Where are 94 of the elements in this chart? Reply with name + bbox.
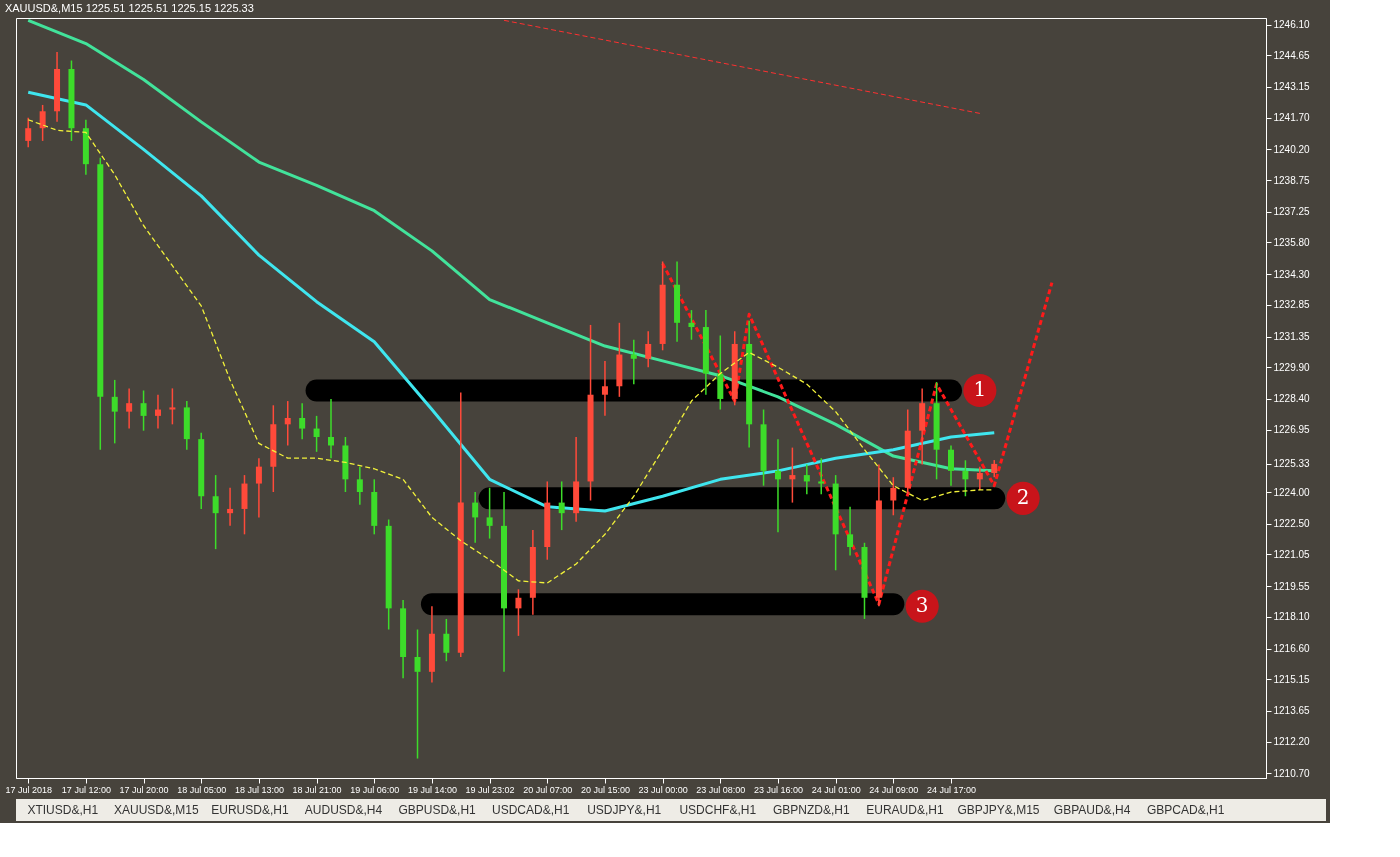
- text: GBPJPY&,M15: [957, 803, 1040, 817]
- y-tick-label: 1243.15: [1273, 81, 1311, 93]
- series-label: 2: [1016, 485, 1030, 510]
- y-tick-label: 1215.15: [1273, 673, 1311, 685]
- y-tick-label: 1226.95: [1273, 424, 1311, 436]
- x-tick-label: 24 Jul 09:00: [869, 784, 919, 795]
- x-tick-label: 23 Jul 00:00: [638, 784, 688, 795]
- y-tick-label: 1240.20: [1273, 143, 1311, 155]
- x-tick-label: 17 Jul 20:00: [119, 784, 169, 795]
- x-tick-label: 24 Jul 01:00: [811, 784, 861, 795]
- candlestick: [803, 463, 810, 495]
- candlestick: [414, 628, 421, 760]
- text: USDCHF&,H1: [679, 803, 757, 817]
- candlestick: [558, 480, 565, 531]
- x-tick-label: 19 Jul 23:02: [465, 784, 515, 795]
- candlestick: [111, 379, 118, 445]
- y-tick-label: 1225.33: [1273, 458, 1311, 470]
- candlestick: [299, 402, 306, 440]
- x-tick-label: 18 Jul 21:00: [292, 784, 342, 795]
- candlestick: [818, 457, 825, 495]
- text: XTIUSD&,H1: [27, 803, 99, 817]
- y-tick-label: 1231.35: [1273, 331, 1311, 343]
- x-tick-label: 18 Jul 13:00: [234, 784, 284, 795]
- x-tick-label: 19 Jul 14:00: [407, 784, 457, 795]
- x-tick-label: 19 Jul 06:00: [350, 784, 400, 795]
- candlestick: [255, 457, 262, 519]
- text: EURUSD&,H1: [211, 803, 289, 817]
- x-tick-label: 20 Jul 07:00: [523, 784, 573, 795]
- y-tick-label: 1234.30: [1273, 268, 1311, 280]
- x-tick-label: 23 Jul 08:00: [696, 784, 746, 795]
- y-tick-label: 1219.55: [1273, 580, 1311, 592]
- candlestick: [313, 415, 320, 453]
- y-tick-label: 1238.75: [1273, 174, 1311, 186]
- candlestick: [601, 360, 608, 417]
- candlestick: [789, 446, 796, 504]
- y-tick-label: 1246.10: [1273, 19, 1311, 31]
- y-tick-label: 1232.85: [1273, 299, 1311, 311]
- candlestick: [890, 476, 897, 517]
- candlestick: [212, 474, 219, 550]
- x-tick-label: 23 Jul 16:00: [753, 784, 803, 795]
- candlestick: [284, 400, 291, 447]
- y-tick-label: 1216.60: [1273, 643, 1311, 655]
- candlestick: [486, 487, 493, 540]
- y-tick-label: 1210.70: [1273, 767, 1311, 779]
- text: AUDUSD&,H4: [304, 803, 383, 817]
- y-tick-label: 1237.25: [1273, 206, 1311, 218]
- candlestick: [948, 444, 954, 487]
- candlestick: [847, 506, 854, 557]
- candlestick: [443, 618, 450, 662]
- y-tick-label: 1235.80: [1273, 236, 1311, 248]
- line-series: [26, 90, 996, 513]
- x-tick-label: 17 Jul 2018: [5, 784, 52, 795]
- y-tick-label: 1244.65: [1273, 49, 1311, 61]
- chart-title: XAUUSD&,M15 1225.51 1225.51 1225.15 1225.33: [4, 2, 254, 14]
- text: GBPNZD&,H1: [773, 803, 851, 817]
- x-tick-label: 17 Jul 12:00: [61, 784, 111, 795]
- x-tick-label: 24 Jul 17:00: [926, 784, 977, 795]
- series-label: 3: [915, 593, 929, 618]
- candlestick: [515, 588, 522, 637]
- y-tick-label: 1222.50: [1273, 518, 1311, 530]
- y-tick-label: 1229.90: [1273, 361, 1311, 373]
- text: GBPCAD&,H1: [1146, 803, 1225, 817]
- y-tick-label: 1212.20: [1273, 736, 1311, 748]
- x-tick-label: 20 Jul 15:00: [580, 784, 630, 795]
- candlestick: [630, 338, 637, 385]
- candlestick: [126, 387, 133, 430]
- text: USDJPY&,H1: [587, 803, 662, 817]
- candlestick: [962, 459, 969, 497]
- text: XAUUSD&,M15: [114, 803, 200, 817]
- candlestick: [169, 387, 176, 426]
- y-tick-label: 1228.40: [1273, 393, 1311, 405]
- text: GBPAUD&,H4: [1053, 803, 1131, 817]
- y-tick-label: 1224.00: [1273, 486, 1311, 498]
- series-label: 1: [973, 377, 987, 402]
- y-tick-label: 1221.05: [1273, 548, 1311, 560]
- candlestick: [472, 491, 479, 544]
- candlestick: [774, 438, 781, 533]
- candlestick: [25, 116, 32, 148]
- candlestick: [227, 487, 234, 527]
- candlestick: [688, 309, 695, 341]
- candlestick: [356, 465, 363, 506]
- text: USDCAD&,H1: [491, 803, 570, 817]
- y-tick-label: 1218.10: [1273, 611, 1311, 623]
- text: GBPUSD&,H1: [398, 803, 477, 817]
- y-tick-label: 1241.70: [1273, 112, 1311, 124]
- text: EURAUD&,H1: [866, 803, 944, 817]
- candlestick: [39, 104, 46, 142]
- candlestick: [976, 465, 983, 491]
- candlestick: [154, 393, 161, 430]
- candlestick: [140, 389, 147, 432]
- candlestick: [645, 330, 652, 368]
- y-tick-label: 1213.65: [1273, 705, 1311, 717]
- candlestick: [328, 398, 334, 459]
- x-tick-label: 18 Jul 05:00: [177, 784, 227, 795]
